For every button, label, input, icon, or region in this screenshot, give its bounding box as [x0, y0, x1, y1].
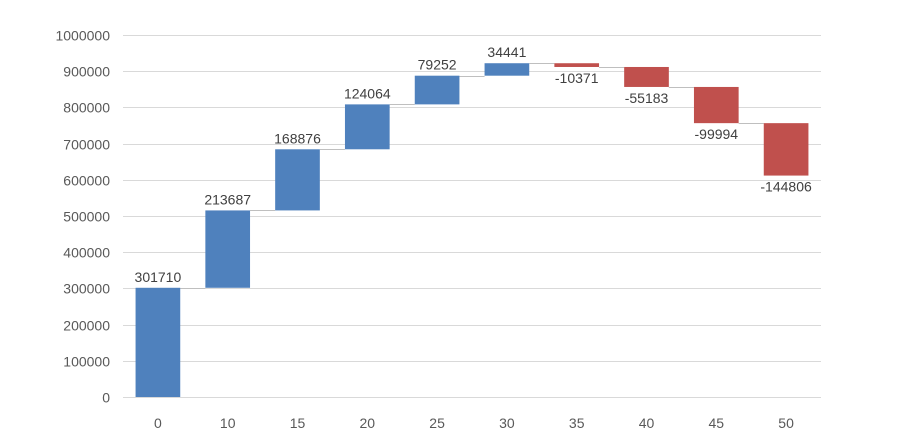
data-label-15: 168876: [274, 130, 321, 146]
y-tick-label-700000: 700000: [63, 137, 110, 153]
x-axis: 0 10 15 20 25 30 35 40 45 50: [154, 415, 794, 431]
y-tick-label-300000: 300000: [63, 281, 110, 297]
data-label-35: -10371: [555, 70, 599, 86]
connectors: [180, 63, 764, 289]
x-tick-label-10: 10: [220, 415, 236, 431]
x-tick-label-40: 40: [639, 415, 655, 431]
y-tick-label-400000: 400000: [63, 245, 110, 261]
data-label-40: -55183: [625, 90, 669, 106]
bar-45: [693, 86, 739, 124]
bar-0: [135, 287, 181, 397]
x-tick-label-50: 50: [778, 415, 794, 431]
bar-20: [344, 104, 390, 150]
bar-50: [763, 123, 809, 176]
y-tick-label-900000: 900000: [63, 64, 110, 80]
data-label-30: 34441: [487, 44, 526, 60]
data-label-0: 301710: [135, 269, 182, 285]
bar-40: [624, 66, 669, 87]
y-tick-label-200000: 200000: [63, 318, 110, 334]
y-tick-label-0: 0: [102, 390, 110, 406]
data-label-25: 79252: [418, 57, 457, 73]
data-label-45: -99994: [695, 126, 739, 142]
y-tick-label-1000000: 1000000: [55, 28, 110, 44]
y-tick-label-600000: 600000: [63, 173, 110, 189]
data-label-50: -144806: [760, 179, 812, 195]
y-tick-label-500000: 500000: [63, 209, 110, 225]
data-label-10: 213687: [204, 191, 251, 207]
x-tick-label-35: 35: [569, 415, 585, 431]
x-tick-label-45: 45: [709, 415, 725, 431]
x-tick-label-20: 20: [360, 415, 376, 431]
data-labels: 301710 213687 168876 124064 79252 34441 -10371…: [135, 44, 812, 285]
x-tick-label-25: 25: [429, 415, 445, 431]
data-label-20: 124064: [344, 85, 391, 101]
bar-15: [275, 149, 320, 211]
x-tick-label-15: 15: [290, 415, 306, 431]
y-tick-label-100000: 100000: [63, 354, 110, 370]
y-tick-label-800000: 800000: [63, 100, 110, 116]
bar-30: [484, 63, 530, 76]
x-tick-label-30: 30: [499, 415, 515, 431]
bars: [135, 63, 809, 397]
bar-35: [554, 63, 600, 67]
y-axis: 0 100000 200000 300000 400000 500000 600000 700…: [55, 28, 110, 406]
bar-25: [414, 75, 460, 105]
bar-10: [205, 210, 251, 288]
x-tick-label-0: 0: [154, 415, 162, 431]
